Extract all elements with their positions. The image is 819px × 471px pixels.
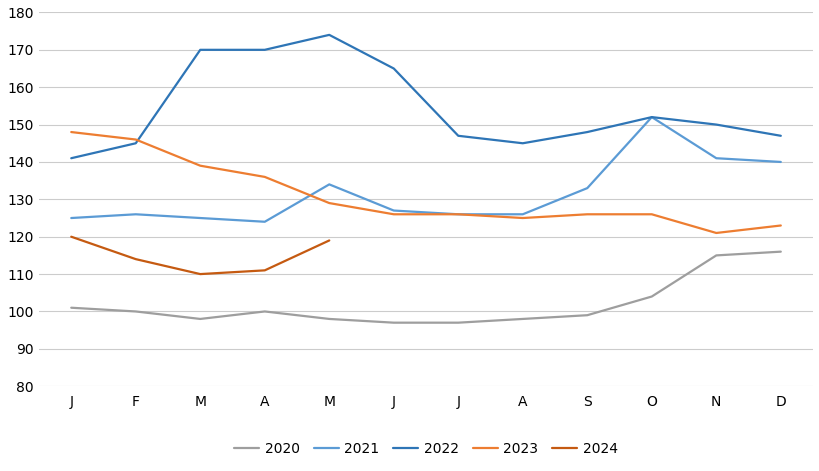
2020	[453, 320, 463, 325]
2023	[131, 137, 141, 142]
2020	[646, 294, 656, 300]
2020	[131, 309, 141, 314]
2023	[66, 129, 76, 135]
2023	[388, 211, 398, 217]
2020	[581, 312, 591, 318]
2023	[711, 230, 721, 236]
2022	[195, 47, 205, 53]
2021	[324, 181, 334, 187]
2020	[324, 316, 334, 322]
2021	[646, 114, 656, 120]
2022	[260, 47, 269, 53]
2021	[518, 211, 527, 217]
2024	[131, 256, 141, 262]
2021	[260, 219, 269, 225]
2022	[131, 140, 141, 146]
2022	[646, 114, 656, 120]
2024	[324, 238, 334, 244]
2024	[66, 234, 76, 240]
2021	[453, 211, 463, 217]
2022	[453, 133, 463, 138]
2022	[388, 65, 398, 71]
2022	[775, 133, 785, 138]
2021	[388, 208, 398, 213]
2023	[518, 215, 527, 221]
2023	[195, 163, 205, 169]
Line: 2022: 2022	[71, 35, 780, 158]
Line: 2021: 2021	[71, 117, 780, 222]
2024	[195, 271, 205, 277]
2020	[388, 320, 398, 325]
2021	[131, 211, 141, 217]
2021	[195, 215, 205, 221]
2020	[711, 252, 721, 258]
2023	[646, 211, 656, 217]
2021	[66, 215, 76, 221]
2023	[453, 211, 463, 217]
2021	[581, 185, 591, 191]
2022	[711, 122, 721, 127]
Line: 2020: 2020	[71, 252, 780, 323]
2023	[581, 211, 591, 217]
2021	[775, 159, 785, 165]
2020	[195, 316, 205, 322]
Legend: 2020, 2021, 2022, 2023, 2024: 2020, 2021, 2022, 2023, 2024	[229, 437, 622, 462]
2020	[775, 249, 785, 254]
2020	[66, 305, 76, 310]
2023	[260, 174, 269, 180]
2022	[66, 155, 76, 161]
2023	[324, 200, 334, 206]
2022	[518, 140, 527, 146]
2021	[711, 155, 721, 161]
2024	[260, 268, 269, 273]
Line: 2023: 2023	[71, 132, 780, 233]
2020	[518, 316, 527, 322]
Line: 2024: 2024	[71, 237, 329, 274]
2023	[775, 223, 785, 228]
2020	[260, 309, 269, 314]
2022	[324, 32, 334, 38]
2022	[581, 129, 591, 135]
